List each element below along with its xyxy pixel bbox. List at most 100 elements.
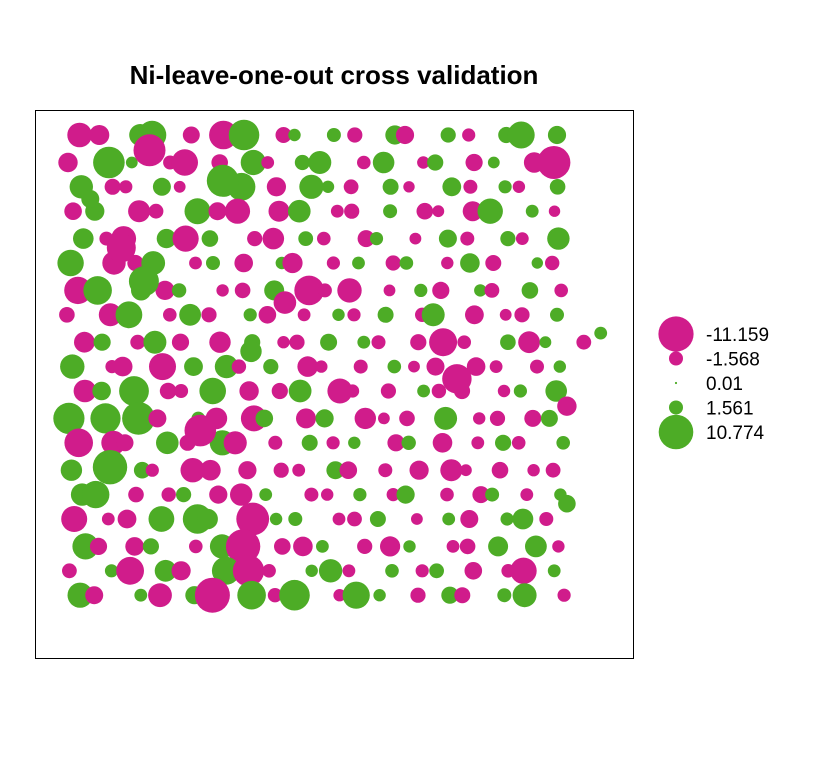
data-point [421,303,445,327]
data-point [59,307,75,323]
data-point [558,494,576,513]
data-point [317,231,331,246]
data-point [156,228,177,249]
data-point [500,334,516,351]
data-point [539,336,552,349]
data-point [417,156,430,169]
data-point [60,459,83,481]
data-point [431,383,447,399]
data-point [89,125,110,145]
data-point [531,257,543,269]
data-point [454,587,471,604]
data-point [104,178,121,195]
data-point [73,228,94,249]
data-point [554,283,568,298]
data-point [119,376,149,406]
data-point [223,431,247,455]
data-point [82,480,110,509]
data-point [525,535,547,558]
data-point [143,330,167,354]
data-point [176,487,192,503]
data-point [67,582,93,608]
data-point [373,589,386,602]
data-point [321,488,334,501]
data-point [98,303,122,327]
data-point [73,379,97,403]
data-point [576,334,592,350]
data-point [305,564,318,577]
data-point [332,512,346,526]
data-point [112,356,133,377]
data-point [155,280,175,300]
data-point [427,154,444,171]
data-point [511,436,526,450]
data-point [432,433,453,453]
data-point [125,156,138,169]
data-point [148,506,175,532]
data-point [106,233,136,263]
data-point [57,249,84,277]
data-point [426,357,445,376]
data-point [201,230,219,247]
data-point [548,205,561,217]
data-point [326,436,340,450]
data-point [274,538,291,555]
data-point [282,252,303,274]
data-point [72,533,99,560]
data-point [339,461,358,480]
data-point [387,434,405,452]
data-point [288,512,303,526]
data-point [209,485,228,504]
data-point [308,151,332,174]
data-point [225,529,261,564]
data-point [326,461,345,480]
data-point [399,256,414,270]
data-point [527,464,540,477]
data-point [369,232,384,246]
data-point [149,353,176,381]
data-point [403,181,415,193]
data-point [64,202,82,220]
data-point [62,563,77,579]
data-point [171,333,190,351]
data-point [64,276,92,305]
data-point [228,119,260,151]
data-point [354,407,376,430]
data-point [337,278,362,303]
data-point [93,333,111,351]
data-point [268,435,283,450]
data-point [318,559,343,583]
data-point [557,588,571,602]
data-point [386,488,400,502]
data-point [61,506,88,532]
data-point [524,409,542,427]
data-point [540,409,558,427]
data-point [514,307,530,323]
data-point [116,434,134,452]
data-point [383,284,396,297]
data-point [85,586,104,605]
data-point [342,581,370,609]
data-point [344,203,360,219]
data-point [464,562,483,580]
data-point [545,255,560,271]
data-point [353,488,367,502]
data-point [343,179,359,195]
data-point [293,536,313,557]
data-point [315,409,334,428]
data-point [489,410,506,426]
data-point [403,540,416,553]
data-point [401,435,416,450]
data-point [201,307,217,323]
data-point [332,308,345,321]
data-point [417,384,430,398]
data-point [347,308,361,322]
data-point [377,306,394,323]
data-point [395,125,415,145]
data-point [171,283,187,298]
data-point [267,588,283,603]
data-point [440,127,456,143]
data-point [269,512,283,526]
legend-symbol [658,414,694,450]
